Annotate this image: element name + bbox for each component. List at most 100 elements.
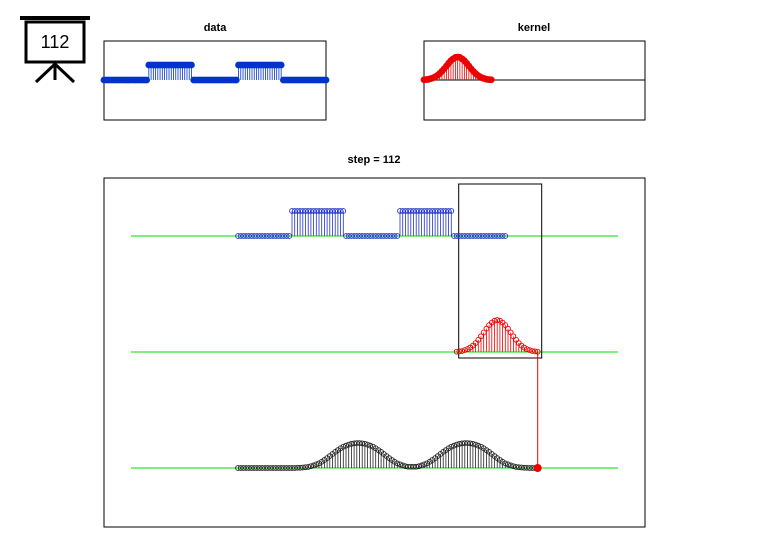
kernel-step-marker [483,325,490,332]
data-step-marker [502,233,509,239]
output-marker [262,465,268,471]
output-marker [235,465,241,471]
data-title: data [204,22,228,34]
data-step-marker [453,233,460,239]
output-marker [472,441,479,448]
data-step-marker [254,233,260,239]
data-step-marker [345,233,352,239]
data-step-marker [353,233,360,239]
data-step-marker [243,233,249,239]
data-step-marker [343,233,349,239]
kernel-step-marker [453,348,460,355]
output-marker [402,463,409,470]
data-step-marker [459,233,465,239]
data-step-marker [367,233,374,239]
data-step-marker [237,233,244,239]
data-step-marker [480,233,487,239]
kernel-step-marker [464,346,471,352]
data-step-marker [283,233,290,239]
output-marker [286,465,293,471]
data-step-marker [278,233,285,239]
data-marker [322,76,330,84]
output-marker [248,465,255,471]
output-marker [272,465,279,471]
data-step-marker [486,233,492,239]
output-marker [256,465,263,471]
current-output [533,464,542,472]
data-step-marker [472,233,479,239]
data-step-marker [351,233,357,239]
output-marker [505,461,511,468]
data-step-marker [499,233,506,239]
output-marker [281,465,287,471]
kernel-step-marker [480,329,487,336]
data-step-marker [478,233,484,239]
data-step-marker [370,233,376,239]
data-step-marker [270,233,276,239]
output-marker [475,442,482,449]
output-marker [359,440,366,447]
output-marker [237,465,244,471]
data-step-marker [248,233,255,239]
data-step-marker [464,233,471,239]
output-marker [245,465,252,471]
data-step-marker [380,233,387,239]
data-step-marker [494,233,501,239]
data-step-marker [362,233,368,239]
output-marker [397,461,403,468]
data-step-marker [467,233,474,239]
kernel-title: kernel [518,22,550,34]
data-step-marker [235,233,241,239]
output-marker [270,465,276,471]
data-step-marker [448,208,455,214]
data-step-marker [391,233,398,239]
data-step-marker [483,233,490,239]
data-step-marker [383,233,390,239]
data-step-marker [386,233,393,239]
step-icon: 112 [20,16,90,84]
kernel-step-marker [461,347,468,353]
data-step-marker [475,233,482,239]
data-step-marker [372,233,379,239]
output-marker [399,462,406,469]
output-marker [278,465,285,471]
output-marker [367,442,374,449]
data-step-marker [356,233,363,239]
data-step-marker [451,233,457,239]
kernel-step-marker [478,333,484,340]
data-step-marker [275,233,282,239]
data-step-marker [470,233,476,239]
output-marker [507,462,514,469]
output-marker [362,440,368,447]
output-marker [510,463,517,470]
data-step-marker [251,233,258,239]
data-step-marker [264,233,271,239]
kernel-step-marker [459,348,465,354]
output-marker [243,465,249,471]
step-title: step = 112 [348,154,401,166]
data-step-marker [456,233,463,239]
data-marker [143,76,151,84]
output-marker [524,464,530,471]
data-step-marker [497,233,503,239]
output-marker [518,464,525,471]
kernel-window [458,183,543,359]
data-step-marker [348,233,355,239]
data-step-marker [259,233,266,239]
output-marker [275,465,282,471]
data-step-marker [262,233,268,239]
data-step-marker [378,233,384,239]
output-marker [502,460,509,467]
output-marker [267,465,274,471]
output-marker [283,465,290,471]
output-marker [513,464,519,470]
output-marker [254,465,260,471]
data-marker [188,61,195,69]
data-step-marker [488,233,495,239]
data-step-marker [375,233,382,239]
output-marker [515,464,522,471]
kernel-step-marker [486,322,492,328]
output-marker [464,440,471,446]
